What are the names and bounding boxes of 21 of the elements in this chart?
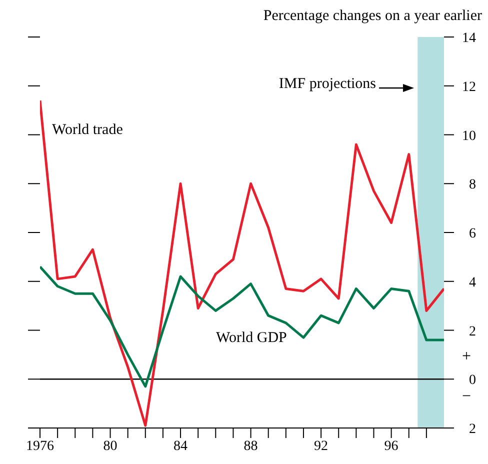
x-tick-label: 96 xyxy=(384,438,398,454)
series-label: World GDP xyxy=(216,330,287,347)
y-tick-label: 10 xyxy=(462,128,476,144)
y-tick-label: 2 xyxy=(469,422,476,437)
x-tick-label: 92 xyxy=(314,438,328,454)
y-tick-label: 2 xyxy=(469,324,476,340)
y-tick-label: 6 xyxy=(469,226,476,242)
y-tick-label: 12 xyxy=(462,80,476,95)
x-tick-label: 88 xyxy=(244,438,258,454)
band-label: IMF projections xyxy=(278,76,376,93)
series-label: World trade xyxy=(52,122,123,139)
chart-title: Percentage changes on a year earlier xyxy=(263,8,482,25)
x-tick-label: 80 xyxy=(103,438,118,454)
x-tick-label: 84 xyxy=(174,438,188,454)
y-tick-label: 14 xyxy=(462,31,476,46)
text: − xyxy=(462,388,472,406)
y-tick-label: 8 xyxy=(469,178,476,193)
y-tick-label: 4 xyxy=(469,275,476,290)
x-tick-label: 1976 xyxy=(26,438,54,454)
text: + xyxy=(462,348,472,366)
y-tick-label: 0 xyxy=(469,373,476,388)
